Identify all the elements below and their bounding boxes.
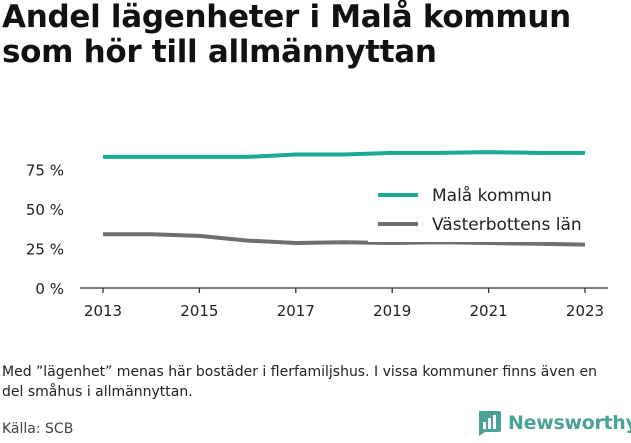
y-tick-label: 50 % (26, 201, 64, 219)
x-tick-label: 2013 (84, 302, 122, 320)
brand-name: Newsworthy (508, 412, 631, 434)
x-tick-label: 2015 (180, 302, 218, 320)
bar-chart-logo-icon (476, 409, 502, 437)
x-tick-label: 2023 (566, 302, 604, 320)
x-tick-label: 2021 (470, 302, 508, 320)
source-text: Källa: SCB (2, 421, 73, 437)
y-tick-label: 75 % (26, 162, 64, 180)
footnote: Med ”lägenhet” menas här bostäder i fler… (2, 362, 612, 402)
legend-label-2: Västerbottens län (432, 215, 582, 235)
brand-logo[interactable]: Newsworthy (476, 408, 631, 438)
y-tick-label: 0 % (35, 280, 64, 298)
y-tick-label: 25 % (26, 241, 64, 259)
x-tick-label: 2019 (373, 302, 411, 320)
x-tick-label: 2017 (277, 302, 315, 320)
legend-label-1: Malå kommun (432, 185, 552, 206)
